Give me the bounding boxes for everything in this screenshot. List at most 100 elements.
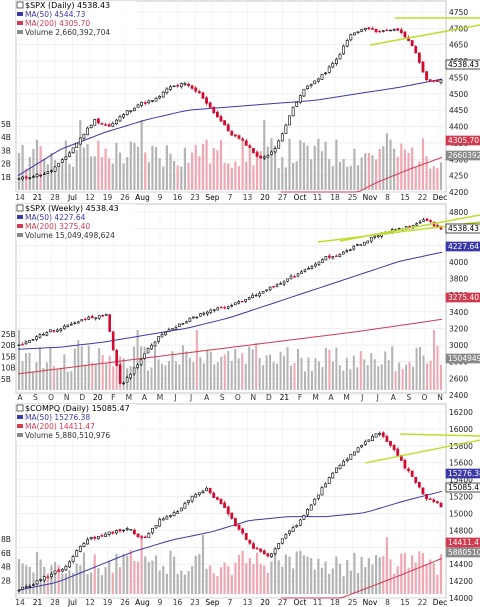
trendline (399, 433, 480, 437)
x-tick-label: 22 (418, 598, 428, 607)
candle-body (355, 244, 359, 246)
candle-body (275, 284, 279, 287)
candle-body (342, 251, 345, 255)
x-tick-label: S (220, 393, 225, 402)
volume-bar (105, 363, 108, 390)
legend-bg (16, 431, 136, 440)
volume-bar (288, 138, 291, 190)
candle-body (185, 321, 188, 324)
volume-bar (86, 574, 89, 594)
candle-body (349, 454, 353, 460)
volume-bar (122, 553, 125, 594)
x-tick-label: M (343, 393, 349, 402)
volume-bar (371, 155, 374, 190)
x-tick-label: 26 (120, 193, 130, 202)
x-tick-label: 8 (385, 598, 390, 607)
candle-body (272, 285, 275, 288)
volume-bar (380, 364, 383, 390)
volume-bar (353, 552, 356, 594)
candle-body (129, 529, 133, 531)
x-tick-label: 20 (260, 193, 270, 202)
candle-body (187, 83, 190, 86)
x-tick-label: 7 (228, 598, 233, 607)
legend-bg (16, 213, 136, 222)
candle-body (261, 291, 265, 294)
candle-body (291, 106, 295, 117)
x-tick-label: 21 (33, 598, 43, 607)
x-tick-label: 13 (243, 193, 253, 202)
volume-bar (46, 573, 49, 594)
volume-bar (68, 163, 71, 190)
volume-bar (61, 164, 64, 190)
volume-bar (400, 553, 403, 594)
candle-body (410, 470, 414, 477)
volume-bar (313, 569, 316, 594)
candle-body (425, 218, 429, 221)
volume-bar (281, 566, 284, 594)
volume-bar (133, 142, 136, 190)
volume-bar (140, 535, 143, 594)
candle-body (213, 309, 216, 311)
candle-body (208, 102, 212, 108)
x-tick-label: 19 (103, 598, 113, 607)
volume-bar (118, 567, 122, 594)
x-tick-label: 26 (120, 598, 130, 607)
candle-body (21, 343, 24, 346)
candle-body (114, 530, 118, 534)
x-tick-label: 12 (85, 598, 95, 607)
volume-bar (194, 144, 197, 190)
volume-bar (338, 365, 341, 390)
volume-bar (64, 573, 67, 594)
volume-bar (378, 557, 381, 594)
chart-title: $SPX (Daily) 4538.43 (25, 1, 110, 10)
candle-body (244, 298, 247, 302)
candle-body (316, 78, 320, 82)
volume-bar (306, 145, 309, 190)
value-badge-label: 1504949 (448, 354, 480, 363)
candle-body (349, 34, 353, 41)
volume-bar (414, 562, 417, 594)
candle-body (338, 464, 342, 470)
candle-body (129, 374, 132, 379)
candle-body (133, 107, 136, 112)
x-tick-label: 22 (418, 193, 428, 202)
volume-bar (219, 140, 223, 190)
candle-body (410, 40, 414, 47)
volume-bar (384, 351, 387, 390)
chart-title: $COMPQ (Daily) 15085.47 (25, 404, 130, 413)
volume-bar (77, 340, 80, 390)
candle-body (24, 586, 28, 588)
volume-bar (394, 371, 397, 390)
trendline (364, 439, 480, 464)
candle-body (94, 317, 98, 319)
volume-bar (317, 361, 320, 390)
volume-bar (181, 345, 184, 390)
volume-bar (364, 567, 367, 594)
price-tick-label: 15400 (449, 476, 473, 485)
volume-bar (356, 367, 359, 390)
volume-bar (273, 550, 277, 594)
volume-bar (230, 167, 233, 190)
volume-bar (276, 363, 279, 390)
x-tick-label: D (266, 393, 272, 402)
volume-bar (335, 347, 338, 390)
candle-body (132, 367, 136, 375)
candle-body (70, 323, 73, 326)
candle-body (226, 306, 230, 309)
candle-body (63, 325, 66, 330)
x-tick-label: 16 (173, 193, 183, 202)
volume-bar (115, 350, 118, 390)
candle-body (64, 565, 68, 571)
candle-body (223, 502, 226, 508)
volume-bar (328, 349, 331, 390)
volume-bar (411, 555, 414, 594)
volume-tick-label: 2B (1, 576, 11, 585)
volume-bar (108, 158, 111, 190)
candle-body (140, 536, 144, 538)
volume-bar (403, 149, 407, 190)
volume-bar (367, 558, 370, 594)
x-tick-label: Jul (67, 598, 77, 607)
volume-bar (223, 162, 226, 190)
volume-bar (86, 144, 89, 190)
volume-bar (277, 168, 280, 190)
